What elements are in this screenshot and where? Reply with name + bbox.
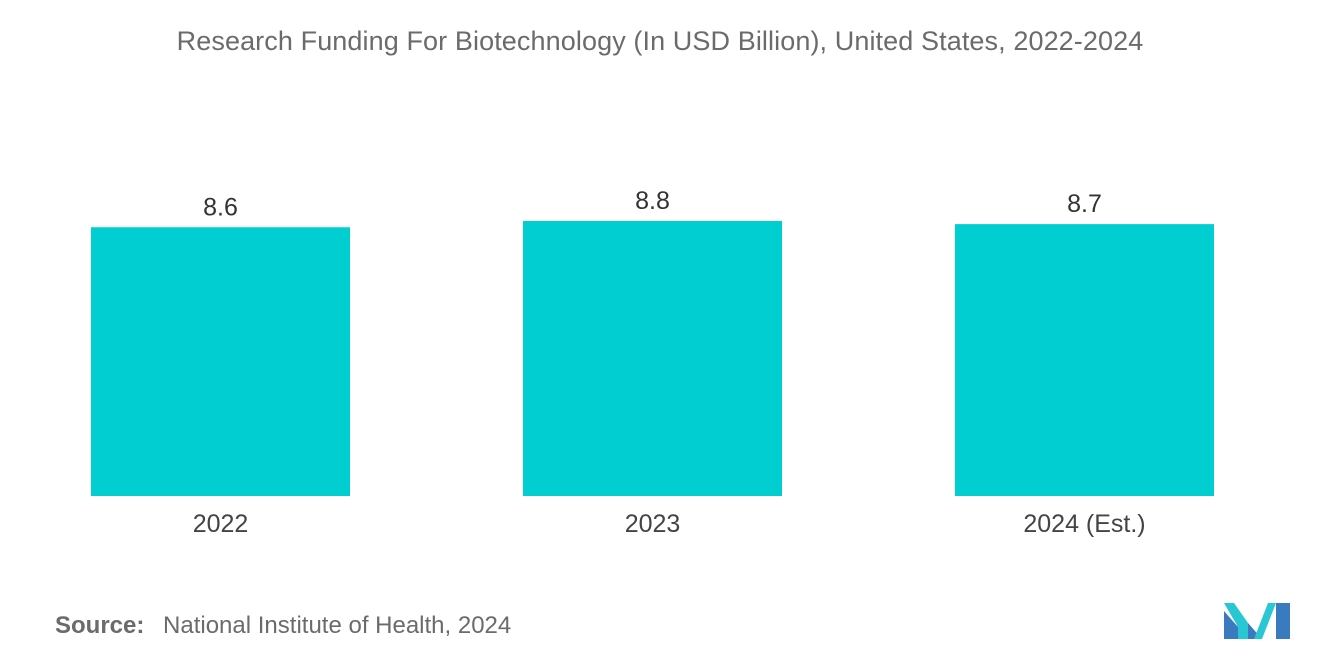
- data-label-0: 8.6: [203, 193, 238, 221]
- source-text: National Institute of Health, 2024: [163, 612, 512, 639]
- chart-title: Research Funding For Biotechnology (In U…: [176, 26, 1144, 56]
- bar-2: [955, 224, 1214, 496]
- mordor-logo-icon: [1224, 603, 1290, 639]
- source-label: Source:: [55, 612, 145, 639]
- category-label-1: 2023: [625, 510, 681, 538]
- bar-0: [91, 227, 350, 496]
- data-label-2: 8.7: [1067, 190, 1102, 218]
- bar-chart: 8.6 2022 8.8 2023 8.7 2024 (Est.): [91, 187, 1214, 538]
- bar-1: [523, 221, 782, 496]
- source-note: Source: National Institute of Health, 20…: [55, 612, 511, 640]
- data-label-1: 8.8: [635, 187, 670, 215]
- category-label-2: 2024 (Est.): [1023, 510, 1145, 538]
- category-label-0: 2022: [193, 510, 249, 538]
